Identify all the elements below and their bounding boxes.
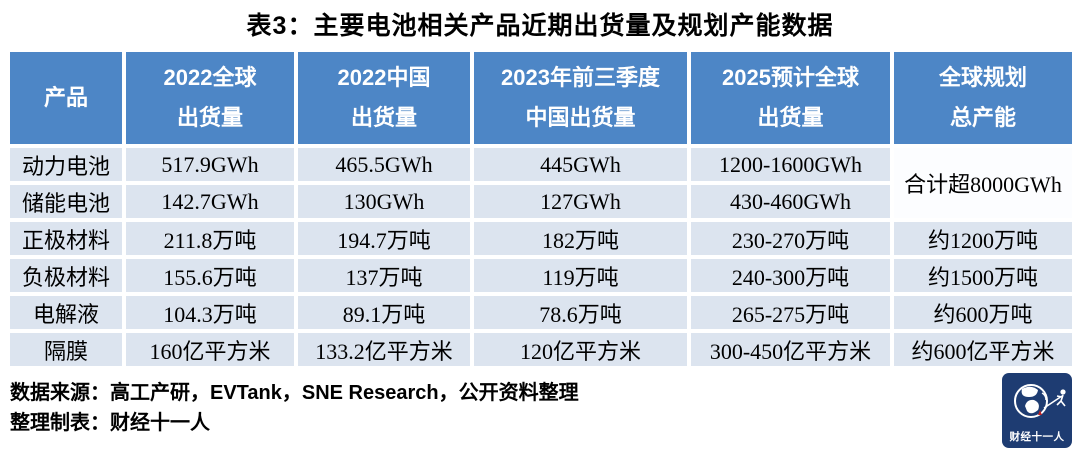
table-cell: 265-275万吨 <box>691 296 890 329</box>
header-row: 产品 2022全球 出货量 2022中国 出货量 2023年前三季度 中国出货量… <box>10 52 1072 144</box>
table-cell: 127GWh <box>474 185 687 218</box>
column-header-line: 出货量 <box>350 105 417 130</box>
table-cell: 1200-1600GWh <box>691 148 890 181</box>
table-cell: 137万吨 <box>298 259 470 292</box>
table-row: 电解液 104.3万吨 89.1万吨 78.6万吨 265-275万吨 约600… <box>10 296 1072 329</box>
column-header-line: 中国出货量 <box>525 105 636 130</box>
column-header-2023q3-china: 2023年前三季度 中国出货量 <box>474 52 687 144</box>
table-row: 储能电池 142.7GWh 130GWh 127GWh 430-460GWh <box>10 185 1072 218</box>
publisher-logo: 财经十一人 <box>1002 373 1072 448</box>
table-cell: 119万吨 <box>474 259 687 292</box>
table-cell: 133.2亿平方米 <box>298 333 470 366</box>
column-header-2022-global: 2022全球 出货量 <box>126 52 294 144</box>
footer-notes: 数据来源：高工产研，EVTank，SNE Research，公开资料整理 整理制… <box>10 378 579 438</box>
table-cell: 约1500万吨 <box>894 259 1072 292</box>
table-cell: 89.1万吨 <box>298 296 470 329</box>
table-cell: 约1200万吨 <box>894 222 1072 255</box>
figure-title: 表3：主要电池相关产品近期出货量及规划产能数据 <box>246 12 834 40</box>
table-cell: 120亿平方米 <box>474 333 687 366</box>
table-cell: 104.3万吨 <box>126 296 294 329</box>
table-cell: 230-270万吨 <box>691 222 890 255</box>
table-cell: 142.7GWh <box>126 185 294 218</box>
column-header-line: 总产能 <box>949 105 1016 130</box>
table-cell: 517.9GWh <box>126 148 294 181</box>
table-cell: 160亿平方米 <box>126 333 294 366</box>
table-cell: 211.8万吨 <box>126 222 294 255</box>
column-header-line: 2022全球 <box>163 65 257 90</box>
row-header-cell: 正极材料 <box>10 222 122 255</box>
battery-data-table: 产品 2022全球 出货量 2022中国 出货量 2023年前三季度 中国出货量… <box>6 48 1076 370</box>
table-credit-note: 整理制表：财经十一人 <box>10 412 210 434</box>
row-header-cell: 储能电池 <box>10 185 122 218</box>
data-source-note: 数据来源：高工产研，EVTank，SNE Research，公开资料整理 <box>10 382 579 404</box>
column-header-line: 2025预计全球 <box>722 65 859 90</box>
row-header-cell: 隔膜 <box>10 333 122 366</box>
row-header-cell: 电解液 <box>10 296 122 329</box>
merged-total-cell: 合计超8000GWh <box>894 148 1072 218</box>
table-cell: 465.5GWh <box>298 148 470 181</box>
table-row: 正极材料 211.8万吨 194.7万吨 182万吨 230-270万吨 约12… <box>10 222 1072 255</box>
table-row: 隔膜 160亿平方米 133.2亿平方米 120亿平方米 300-450亿平方米… <box>10 333 1072 366</box>
table-cell: 130GWh <box>298 185 470 218</box>
table-cell: 194.7万吨 <box>298 222 470 255</box>
column-header-product: 产品 <box>10 52 122 144</box>
column-header-planned-capacity: 全球规划 总产能 <box>894 52 1072 144</box>
column-header-line: 产品 <box>43 85 88 110</box>
row-header-cell: 动力电池 <box>10 148 122 181</box>
table-cell: 约600亿平方米 <box>894 333 1072 366</box>
row-header-cell: 负极材料 <box>10 259 122 292</box>
column-header-2025-forecast: 2025预计全球 出货量 <box>691 52 890 144</box>
table-cell: 78.6万吨 <box>474 296 687 329</box>
column-header-line: 2022中国 <box>337 65 431 90</box>
table-cell: 182万吨 <box>474 222 687 255</box>
column-header-line: 出货量 <box>176 105 243 130</box>
table-cell: 300-450亿平方米 <box>691 333 890 366</box>
logo-text: 财经十一人 <box>1009 431 1065 443</box>
table-row: 动力电池 517.9GWh 465.5GWh 445GWh 1200-1600G… <box>10 148 1072 218</box>
table-cell: 445GWh <box>474 148 687 181</box>
table-cell: 约600万吨 <box>894 296 1072 329</box>
table-row: 负极材料 155.6万吨 137万吨 119万吨 240-300万吨 约1500… <box>10 259 1072 292</box>
globe-icon <box>1014 384 1066 418</box>
column-header-line: 全球规划 <box>938 65 1027 90</box>
table-cell: 240-300万吨 <box>691 259 890 292</box>
column-header-2022-china: 2022中国 出货量 <box>298 52 470 144</box>
column-header-line: 2023年前三季度 <box>501 65 660 90</box>
table-cell: 430-460GWh <box>691 185 890 218</box>
table-cell: 155.6万吨 <box>126 259 294 292</box>
column-header-line: 出货量 <box>757 105 824 130</box>
